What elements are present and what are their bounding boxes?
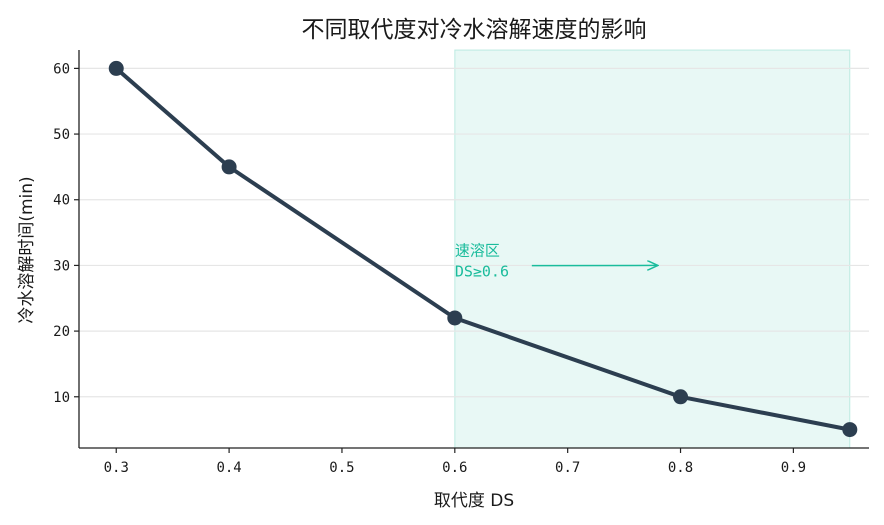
data-points — [108, 60, 858, 438]
data-point — [108, 60, 124, 76]
chart-title: 不同取代度对冷水溶解速度的影响 — [302, 17, 647, 43]
fast-dissolve-annotation: 速溶区 DS≥0.6 — [455, 242, 658, 281]
y-ticks: 10 20 30 40 50 60 — [53, 61, 79, 406]
x-tick-label: 0.4 — [216, 460, 241, 476]
x-tick-label: 0.3 — [104, 460, 129, 476]
axes — [78, 50, 869, 449]
annotation-line1: 速溶区 — [455, 242, 500, 260]
y-tick-label: 20 — [53, 324, 70, 340]
grid — [79, 67, 869, 398]
y-tick-label: 50 — [53, 127, 70, 143]
y-tick-label: 60 — [53, 61, 70, 77]
y-tick-label: 30 — [53, 258, 70, 274]
x-tick-label: 0.7 — [555, 460, 580, 476]
y-axis-label: 冷水溶解时间(min) — [17, 176, 37, 323]
annotation-line2: DS≥0.6 — [455, 263, 509, 281]
data-point — [842, 422, 858, 438]
fast-dissolve-region — [454, 49, 851, 449]
x-tick-label: 0.9 — [781, 460, 806, 476]
data-point — [673, 389, 689, 405]
data-point — [221, 159, 237, 175]
y-tick-label: 10 — [53, 390, 70, 406]
x-tick-label: 0.5 — [329, 460, 354, 476]
data-point — [447, 310, 463, 326]
x-tick-label: 0.6 — [442, 460, 467, 476]
x-ticks: 0.3 0.4 0.5 0.6 0.7 0.8 0.9 — [104, 448, 806, 476]
y-tick-label: 40 — [53, 193, 70, 209]
x-axis-label: 取代度 DS — [434, 491, 514, 511]
x-tick-label: 0.8 — [668, 460, 693, 476]
